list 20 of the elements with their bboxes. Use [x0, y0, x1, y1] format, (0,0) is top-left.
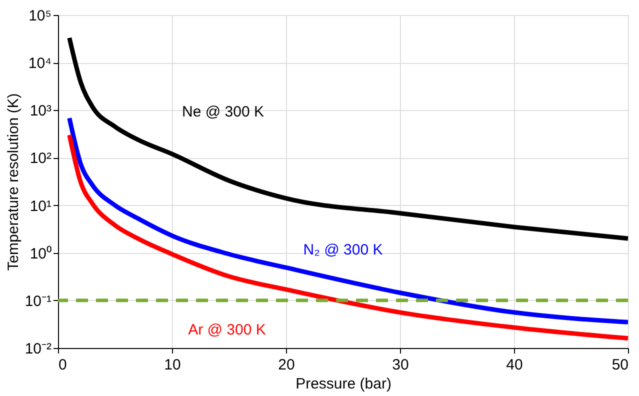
- y-tick-label: 10³: [30, 102, 52, 120]
- y-tick-label: 10²: [30, 150, 52, 168]
- y-tick-label: 10⁰: [30, 245, 52, 262]
- x-tick-label: 0: [58, 356, 67, 374]
- line-series: [67, 36, 630, 241]
- x-tick-label: 20: [278, 356, 295, 374]
- text: Ne @ 300 K: [182, 104, 264, 121]
- y-tick-label: 10⁵: [28, 8, 52, 24]
- x-axis-title: Pressure (bar): [296, 376, 392, 392]
- y-tick-label: 10⁻¹: [24, 292, 52, 310]
- series-label: N₂ @ 300 K: [303, 242, 383, 259]
- text: Ar @ 300 K: [188, 321, 266, 338]
- y-axis-title: Temperature resolution (K): [4, 93, 22, 271]
- x-tick-label: 40: [506, 356, 523, 374]
- y-tick-label: 10⁴: [28, 55, 52, 72]
- x-tick-label: 30: [392, 356, 409, 374]
- x-tick-label: 50: [612, 356, 628, 374]
- y-tick-label: 10¹: [30, 198, 52, 215]
- y-tick-label: 10⁻²: [24, 340, 52, 358]
- x-tick-label: 10: [164, 356, 181, 374]
